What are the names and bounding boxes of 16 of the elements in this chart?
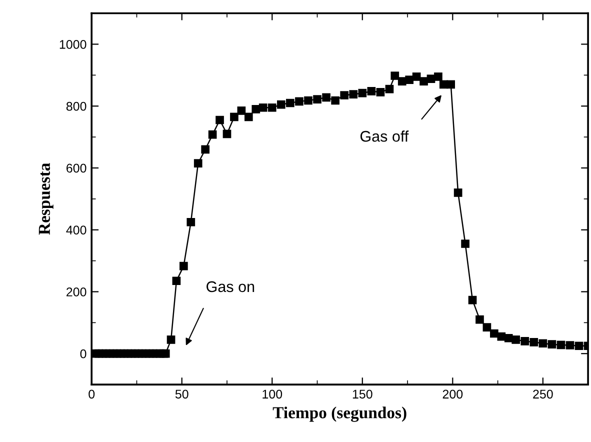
x-tick-label: 0	[88, 390, 95, 399]
y-axis-title: Respuesta	[38, 163, 54, 235]
annotation: Gas off	[360, 130, 409, 142]
x-tick-label: 100	[262, 390, 282, 399]
y-tick-label: 200	[66, 288, 86, 296]
x-tick-label: 150	[352, 390, 372, 399]
y-tick-label: 1000	[60, 40, 86, 49]
y-tick-label: 800	[66, 102, 86, 111]
x-tick-label: 250	[533, 390, 553, 399]
x-tick-label: 200	[442, 390, 463, 399]
x-tick-label: 50	[175, 390, 188, 399]
y-tick-label: 0	[80, 349, 86, 358]
y-tick-label: 600	[66, 164, 86, 173]
y-tick-label: 400	[66, 226, 86, 234]
annotation: Gas on	[206, 281, 254, 292]
x-axis-title: Tiempo (segundos)	[272, 406, 406, 422]
